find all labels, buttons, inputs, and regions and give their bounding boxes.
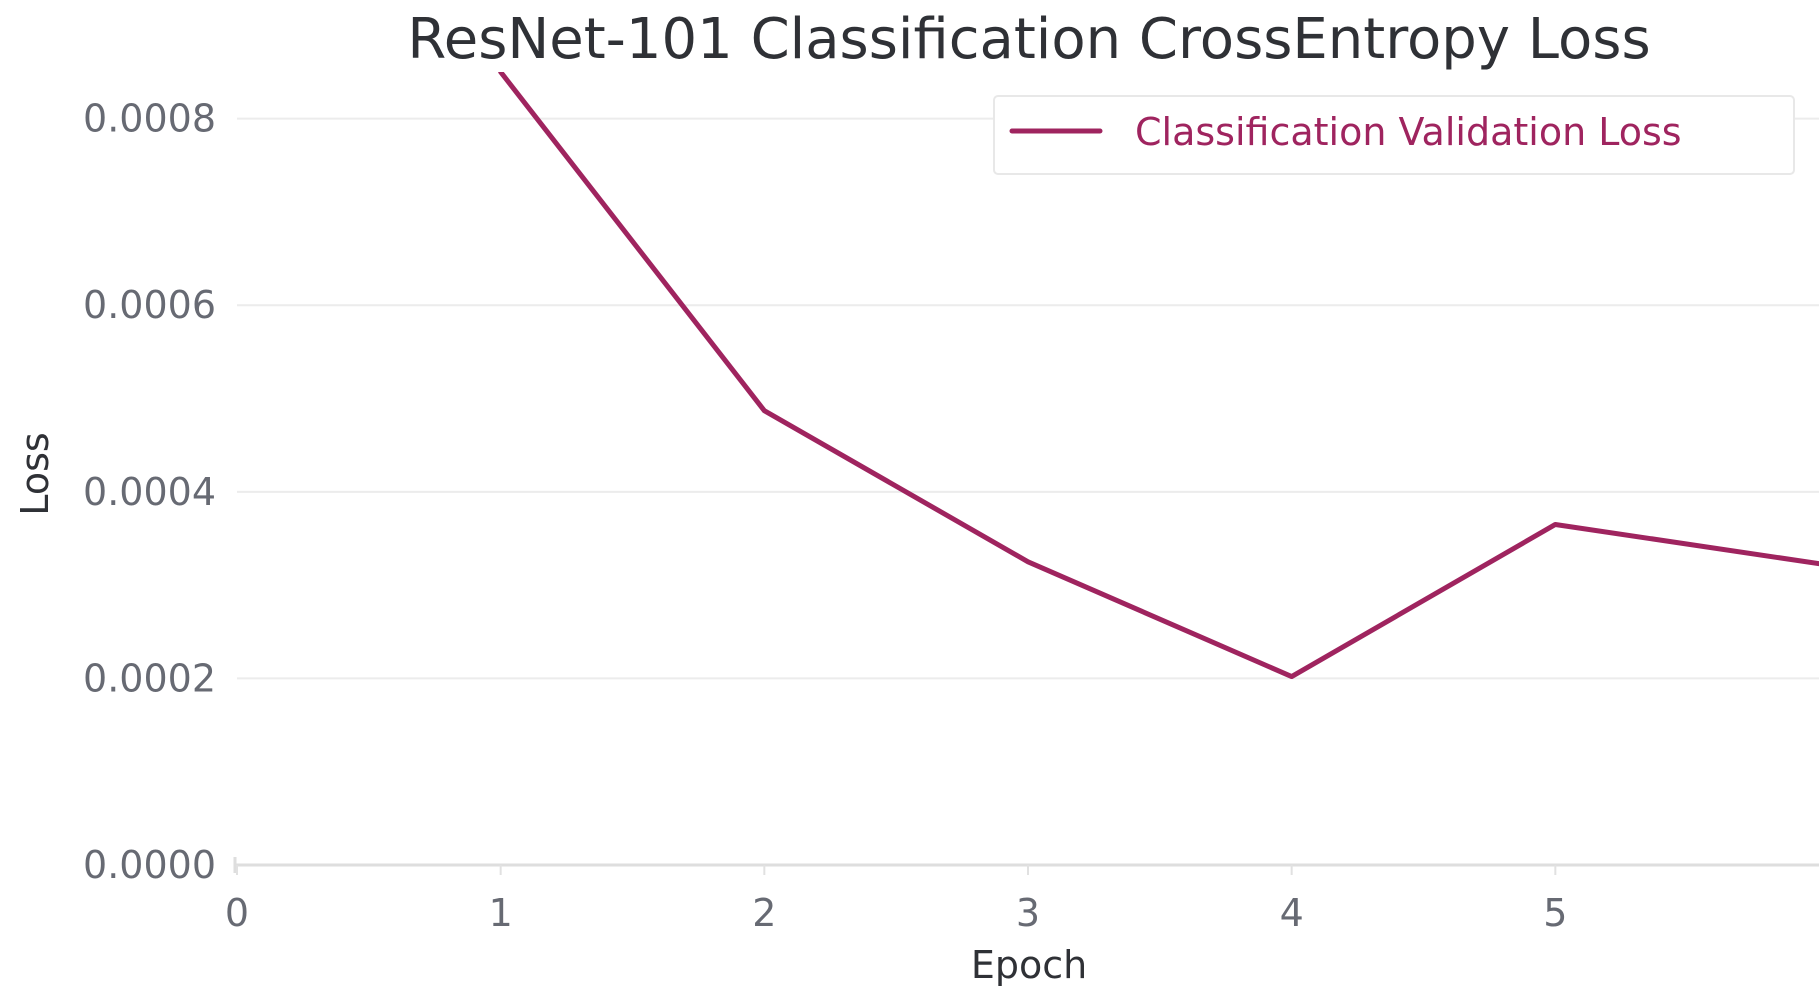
series-layer — [498, 72, 1819, 680]
y-tick-label: 0.0006 — [83, 283, 216, 327]
chart-title: ResNet-101 Classification CrossEntropy L… — [407, 7, 1650, 72]
y-tick-label: 0.0000 — [83, 843, 216, 887]
x-tick-label: 3 — [1016, 891, 1040, 935]
x-axis-title: Epoch — [971, 943, 1087, 987]
y-tick-label: 0.0002 — [83, 656, 216, 700]
label-layer: ResNet-101 Classification CrossEntropy L… — [13, 7, 1651, 987]
y-axis-title: Loss — [13, 432, 57, 515]
grid-layer — [237, 117, 1819, 680]
x-tick-label: 1 — [489, 891, 513, 935]
axis-layer: 0.0000 0.0002 0.0004 0.0006 0.0008 0 1 2 3 4 5 — [83, 97, 1819, 935]
x-tick-label: 0 — [225, 891, 249, 935]
x-tick-label: 2 — [752, 891, 776, 935]
legend-label: Classification Validation Loss — [1135, 110, 1682, 154]
legend: Classification Validation Loss — [993, 95, 1795, 175]
series-line-classification-validation-loss — [498, 72, 1819, 680]
x-tick-label: 4 — [1280, 891, 1304, 935]
legend-box — [993, 95, 1795, 175]
x-tick-label: 5 — [1543, 891, 1567, 935]
y-tick-label: 0.0008 — [83, 97, 216, 141]
y-tick-label: 0.0004 — [83, 470, 216, 514]
